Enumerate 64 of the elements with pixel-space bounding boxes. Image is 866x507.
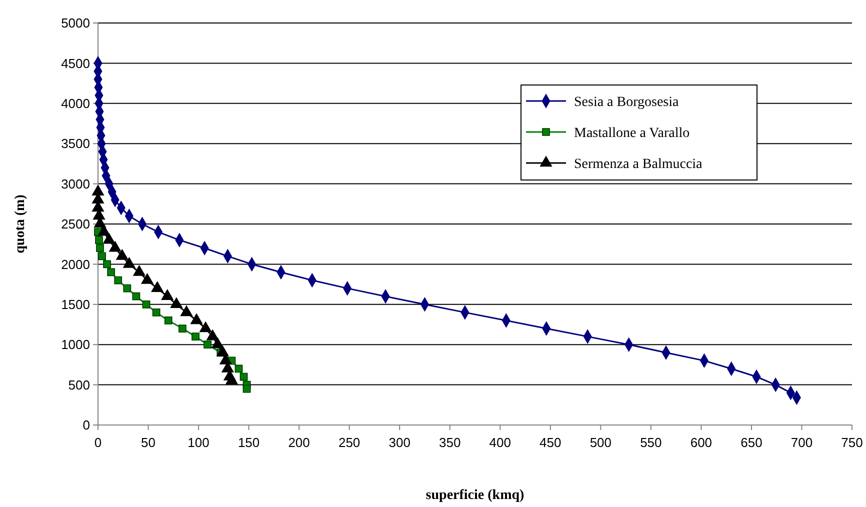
- y-tick-label: 3500: [61, 136, 90, 152]
- x-tick-label: 400: [489, 435, 511, 450]
- legend-label: Mastallone a Varallo: [574, 126, 690, 141]
- y-axis-title: quota (m): [13, 194, 28, 254]
- point: [212, 338, 224, 348]
- y-tick-label: 3000: [61, 176, 90, 192]
- point: [107, 268, 116, 276]
- point: [216, 346, 229, 356]
- y-tick-label: 4000: [61, 96, 90, 111]
- point: [170, 297, 182, 308]
- point: [142, 300, 150, 308]
- x-tick-label: 250: [338, 435, 360, 450]
- x-tick-label: 100: [188, 435, 210, 450]
- point: [190, 314, 203, 324]
- x-tick-label: 700: [790, 435, 813, 450]
- x-axis-title: superficie (kmq): [426, 488, 525, 503]
- point: [180, 306, 193, 316]
- y-tick-label: 5000: [61, 16, 90, 31]
- point: [152, 308, 160, 316]
- point: [240, 372, 248, 381]
- point: [200, 322, 212, 332]
- x-tick-label: 600: [690, 435, 712, 450]
- y-tick-label: 2000: [61, 256, 90, 272]
- legend-label: Sermenza a Balmuccia: [574, 156, 704, 172]
- point: [114, 276, 122, 284]
- point: [123, 284, 132, 292]
- point: [161, 289, 174, 300]
- point: [141, 273, 154, 284]
- point: [98, 252, 106, 260]
- x-tick-label: 0: [94, 435, 102, 450]
- y-tick-label: 500: [68, 377, 90, 392]
- point: [116, 249, 128, 260]
- y-tick-label: 2500: [61, 216, 90, 232]
- point: [132, 292, 140, 300]
- x-tick-label: 150: [238, 435, 260, 450]
- x-tick-label: 650: [740, 435, 762, 450]
- y-tick-label: 0: [82, 418, 90, 433]
- x-tick-label: 550: [640, 435, 662, 450]
- point: [103, 233, 116, 244]
- point: [234, 364, 243, 373]
- x-tick-label: 50: [141, 435, 156, 450]
- point: [103, 260, 111, 268]
- x-tick-label: 350: [439, 435, 461, 450]
- x-tick-label: 750: [841, 435, 863, 450]
- point: [95, 236, 103, 244]
- point: [151, 281, 164, 292]
- x-tick-label: 200: [288, 435, 310, 450]
- point: [133, 265, 146, 276]
- point: [178, 324, 186, 332]
- x-tick-label: 450: [540, 435, 562, 450]
- point: [242, 384, 251, 393]
- point: [123, 257, 136, 268]
- y-tick-label: 1500: [61, 296, 90, 312]
- y-tick-label: 4500: [61, 56, 90, 71]
- point: [96, 244, 104, 252]
- point: [164, 316, 172, 324]
- y-tick-label: 1000: [61, 337, 90, 352]
- point: [109, 241, 122, 252]
- x-tick-label: 500: [590, 435, 612, 450]
- point: [204, 340, 212, 349]
- point: [206, 330, 219, 340]
- point: [192, 332, 200, 340]
- x-tick-label: 300: [388, 435, 410, 450]
- legend-label: Sesia a Borgosesia: [574, 94, 680, 110]
